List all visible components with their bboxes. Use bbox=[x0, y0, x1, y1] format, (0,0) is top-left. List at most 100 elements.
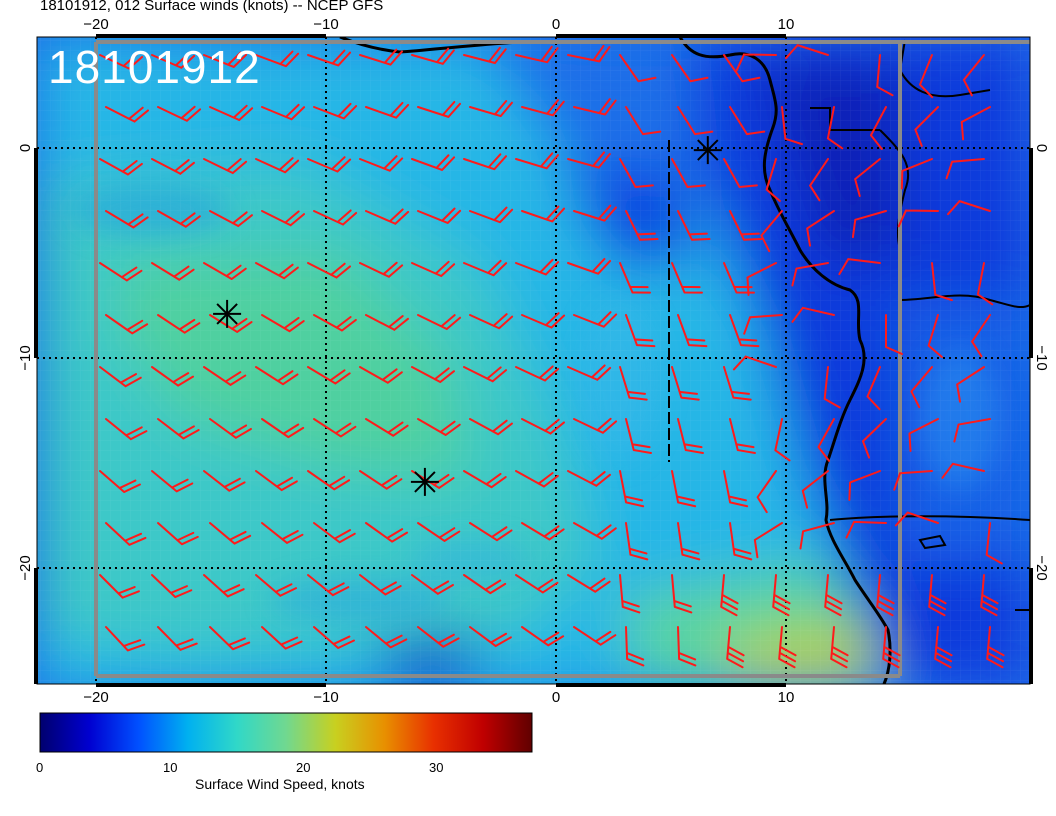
wind-barb bbox=[720, 574, 739, 617]
wind-barb bbox=[359, 261, 404, 278]
wind-barb bbox=[203, 574, 245, 598]
lon-tick-bottom: −10 bbox=[313, 689, 338, 706]
wind-barb bbox=[956, 366, 985, 403]
wind-barb bbox=[307, 470, 351, 491]
wind-barb bbox=[261, 626, 303, 650]
wind-barb bbox=[908, 418, 939, 452]
wind-barb bbox=[209, 210, 253, 228]
wind-barb bbox=[619, 366, 648, 401]
wind-barb bbox=[919, 54, 934, 99]
wind-barb bbox=[885, 314, 903, 355]
wind-barb bbox=[778, 626, 797, 669]
wind-barb bbox=[838, 258, 881, 276]
wind-barb bbox=[677, 210, 711, 241]
wind-barb bbox=[469, 100, 513, 118]
wind-barb bbox=[671, 54, 709, 83]
wind-barb bbox=[313, 522, 356, 544]
wind-barb bbox=[851, 210, 887, 239]
lon-tick-top: −20 bbox=[83, 16, 108, 33]
wind-barb bbox=[307, 156, 352, 173]
wind-barbs bbox=[99, 44, 1005, 669]
wind-barb bbox=[729, 314, 760, 348]
wind-barb bbox=[854, 158, 881, 197]
wind-barb bbox=[521, 205, 566, 223]
wind-barb bbox=[723, 366, 752, 401]
wind-barb bbox=[941, 462, 985, 479]
wind-barb bbox=[203, 366, 247, 386]
wind-barb bbox=[567, 257, 612, 275]
wind-barb bbox=[619, 158, 654, 188]
wind-barb bbox=[946, 200, 991, 216]
wind-barb bbox=[876, 54, 894, 97]
wind-barb bbox=[203, 158, 248, 175]
storm-markers bbox=[213, 136, 722, 496]
wind-barb bbox=[151, 262, 195, 281]
wind-barb bbox=[801, 470, 829, 509]
wind-barb bbox=[261, 314, 305, 333]
wind-barb bbox=[823, 366, 841, 409]
wind-barb bbox=[931, 262, 953, 302]
lat-tick-left: 0 bbox=[17, 144, 34, 152]
lon-tick-bottom: 10 bbox=[778, 689, 795, 706]
wind-barb bbox=[469, 418, 513, 436]
wind-barb bbox=[573, 204, 618, 222]
wind-barb bbox=[515, 365, 560, 382]
wind-barb bbox=[255, 157, 300, 174]
wind-barb bbox=[753, 522, 783, 559]
wind-barb bbox=[729, 418, 756, 454]
axis-frame-bars bbox=[34, 34, 1033, 687]
wind-barb bbox=[980, 574, 999, 617]
wind-barb bbox=[876, 574, 895, 617]
wind-barb bbox=[774, 418, 791, 462]
wind-barb bbox=[723, 470, 749, 508]
wind-barb bbox=[209, 104, 254, 122]
wind-barb bbox=[99, 158, 143, 176]
wind-barb bbox=[677, 314, 708, 348]
wind-barb bbox=[157, 314, 201, 334]
lon-tick-labels-top: −20 −10 0 10 bbox=[83, 16, 794, 33]
wind-barb bbox=[255, 366, 299, 386]
wind-barb bbox=[799, 522, 835, 550]
lat-tick-right: −10 bbox=[1033, 345, 1050, 370]
lon-tick-bottom: −20 bbox=[83, 689, 108, 706]
wind-barb bbox=[469, 206, 514, 224]
wind-barb bbox=[151, 574, 193, 599]
wind-barb bbox=[313, 626, 355, 649]
wind-barb bbox=[469, 313, 514, 330]
wind-barb bbox=[971, 314, 991, 358]
wind-barb bbox=[567, 151, 611, 169]
colorbar-tick-label: 20 bbox=[296, 760, 311, 775]
wind-barb bbox=[515, 470, 559, 488]
wind-barb bbox=[411, 366, 455, 384]
wind-barb bbox=[359, 48, 404, 66]
wind-barb bbox=[760, 210, 783, 253]
wind-barb bbox=[927, 314, 943, 358]
wind-barb bbox=[928, 574, 947, 617]
storm-marker-3 bbox=[693, 136, 722, 165]
wind-barb bbox=[99, 366, 142, 388]
wind-barb bbox=[861, 418, 887, 459]
wind-barb bbox=[567, 44, 611, 63]
wind-barb bbox=[151, 470, 194, 493]
wind-barb bbox=[255, 262, 299, 280]
wind-barb bbox=[806, 210, 835, 247]
storm-marker-2 bbox=[410, 467, 439, 496]
wind-barb bbox=[417, 418, 461, 436]
wind-barb bbox=[417, 314, 462, 331]
wind-barb bbox=[307, 262, 352, 279]
wind-barb bbox=[411, 154, 456, 171]
wind-barb bbox=[521, 418, 566, 435]
wind-barb bbox=[573, 417, 618, 434]
wind-barb bbox=[625, 418, 652, 454]
wind-barb bbox=[411, 574, 454, 595]
wind-barb bbox=[209, 418, 252, 439]
wind-barb bbox=[677, 418, 704, 454]
wind-barb bbox=[105, 418, 148, 441]
wind-barb bbox=[567, 470, 611, 487]
wind-barb bbox=[105, 522, 147, 546]
wind-barb bbox=[99, 53, 144, 70]
storm-marker-1 bbox=[213, 299, 242, 328]
wind-barb bbox=[151, 158, 195, 175]
wind-barb bbox=[365, 418, 409, 437]
